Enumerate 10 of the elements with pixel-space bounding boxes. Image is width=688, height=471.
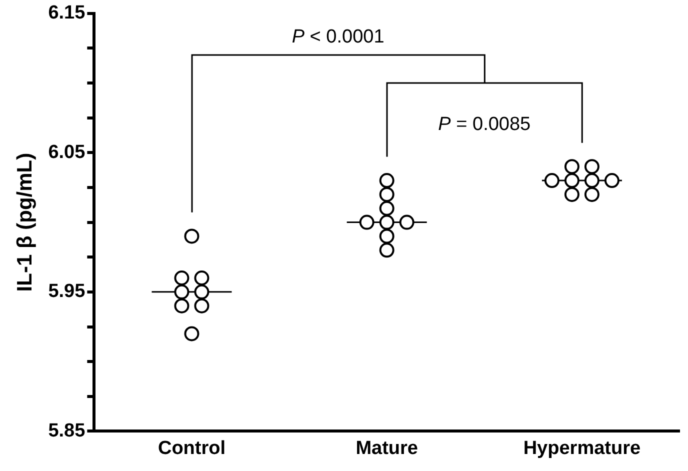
- y-tick-label: 5.95: [48, 281, 86, 302]
- annotation: P = 0.0085: [438, 114, 531, 136]
- annotation: P < 0.0001: [292, 26, 384, 48]
- y-tick-label: 5.85: [48, 420, 86, 442]
- y-tick-label: 6.05: [48, 142, 86, 163]
- x-tick-label: Control: [158, 438, 226, 459]
- y-tick-label: 6.15: [48, 2, 86, 24]
- y-axis-title: IL-1 β (pg/mL): [13, 152, 36, 292]
- x-tick-label: Hypermature: [523, 438, 641, 459]
- x-tick-label: Mature: [356, 438, 418, 459]
